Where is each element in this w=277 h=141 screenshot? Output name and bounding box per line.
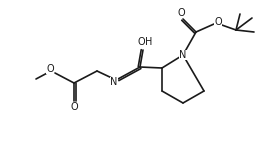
Text: O: O [177, 8, 185, 18]
Text: H: H [145, 37, 153, 47]
Text: O: O [46, 64, 54, 74]
Text: O: O [137, 37, 145, 47]
Text: N: N [110, 77, 118, 87]
Text: N: N [179, 50, 187, 60]
Text: O: O [70, 102, 78, 112]
Text: O: O [214, 17, 222, 27]
